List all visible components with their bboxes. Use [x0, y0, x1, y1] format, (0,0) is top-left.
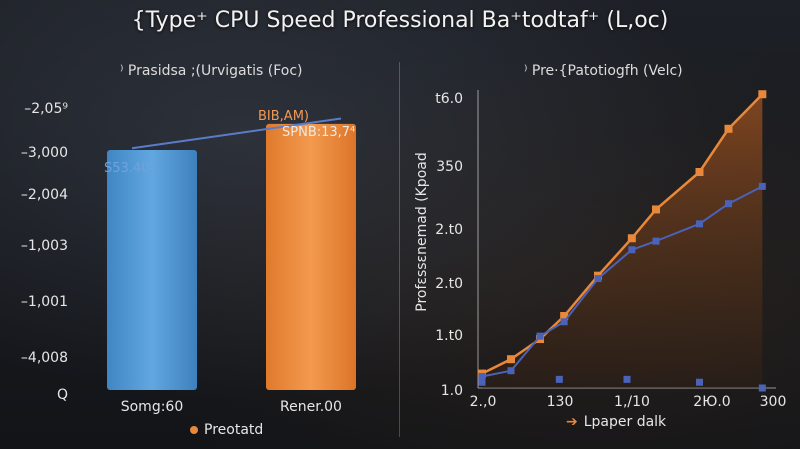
series-point: [627, 234, 636, 243]
legend-arrow-icon: ➔: [566, 414, 578, 430]
x-tick-label: Rener.00: [280, 399, 342, 415]
series-point: [623, 375, 631, 383]
series-point: [478, 372, 486, 380]
series-point: [560, 318, 568, 326]
right-chart-subtitle: ⁾ Pre·{Patotiogfh (Velc): [524, 63, 683, 79]
trend-line: [131, 117, 342, 150]
y-tick-label: 2.t0: [435, 276, 463, 292]
series-point: [725, 200, 732, 208]
right-legend: ➔ Lpaper dalk: [566, 414, 666, 430]
series-line: [481, 185, 763, 378]
data-label: S53.40\: [104, 161, 154, 176]
y-tick-label: 350: [436, 159, 463, 175]
series-point: [652, 205, 660, 214]
series-point: [594, 275, 602, 283]
y-tick-label: t6.0: [435, 91, 463, 107]
x-tick-label: 2Ю.0: [693, 394, 730, 410]
series-point: [724, 124, 733, 133]
y-tick-label: –3,000: [21, 145, 68, 161]
bar-1: [107, 150, 197, 390]
series-point: [507, 367, 515, 375]
bar-2: [266, 123, 356, 390]
x-tick-label: 1,/10: [614, 394, 650, 410]
right-line-chart: t6.0 350 2.t0 2.t0 1.t0 1.0 2.,0 130 1,/10 2Ю.0 30…: [414, 90, 786, 410]
series-point: [696, 220, 703, 228]
series-point: [695, 168, 704, 176]
series-point: [560, 312, 569, 320]
series-line: [481, 93, 764, 375]
series-point: [628, 246, 636, 254]
x-tick-label: 2.,0: [470, 394, 497, 410]
left-bar-chart: –2,05⁹ –3,000 –2,004 –1,003 –1,001 –4,008 Q Som…: [21, 101, 356, 415]
series-point: [758, 384, 766, 392]
data-label: BIB,AM): [258, 109, 309, 124]
x-tick-label: 130: [547, 394, 574, 410]
y-tick-label: Q: [57, 387, 68, 403]
data-label: SPNB:13,7⁴: [282, 125, 355, 140]
legend-dot-icon: [190, 426, 198, 434]
series-point: [758, 182, 766, 190]
x-tick-label: 300: [760, 394, 787, 410]
series-point: [696, 378, 703, 386]
x-tick-label: Somg:60: [121, 399, 184, 415]
series-point: [555, 375, 563, 383]
right-legend-label: Lpaper dalk: [583, 414, 667, 430]
y-tick-label: –2,05⁹: [24, 101, 68, 117]
y-tick-label: –2,004: [21, 187, 68, 203]
series-point: [507, 355, 515, 364]
y-tick-label: 1.t0: [435, 328, 463, 344]
y-tick-label: 2.t0: [435, 222, 463, 238]
series-point: [536, 332, 544, 340]
y-tick-label: –1,001: [21, 294, 68, 310]
y-tick-label: –4,008: [21, 350, 68, 366]
y-tick-label: –1,003: [21, 238, 68, 254]
left-legend: Preotatd: [190, 422, 263, 438]
area-fill: [482, 94, 763, 389]
y-axis-label: Profɛssɛnemad (Kpoad: [414, 152, 430, 311]
page-title: {Type⁺ CPU Speed Professional Ba⁺todtaf⁺…: [131, 8, 669, 33]
y-tick-label: 1.0: [441, 383, 463, 399]
panel-divider: [399, 62, 400, 437]
series-point: [478, 378, 486, 386]
series-point: [652, 237, 660, 245]
series-point: [758, 90, 767, 99]
left-legend-label: Preotatd: [204, 422, 264, 438]
left-chart-subtitle: ⁾ Prasidsa ;(Urvigatis (Foc): [120, 63, 303, 79]
